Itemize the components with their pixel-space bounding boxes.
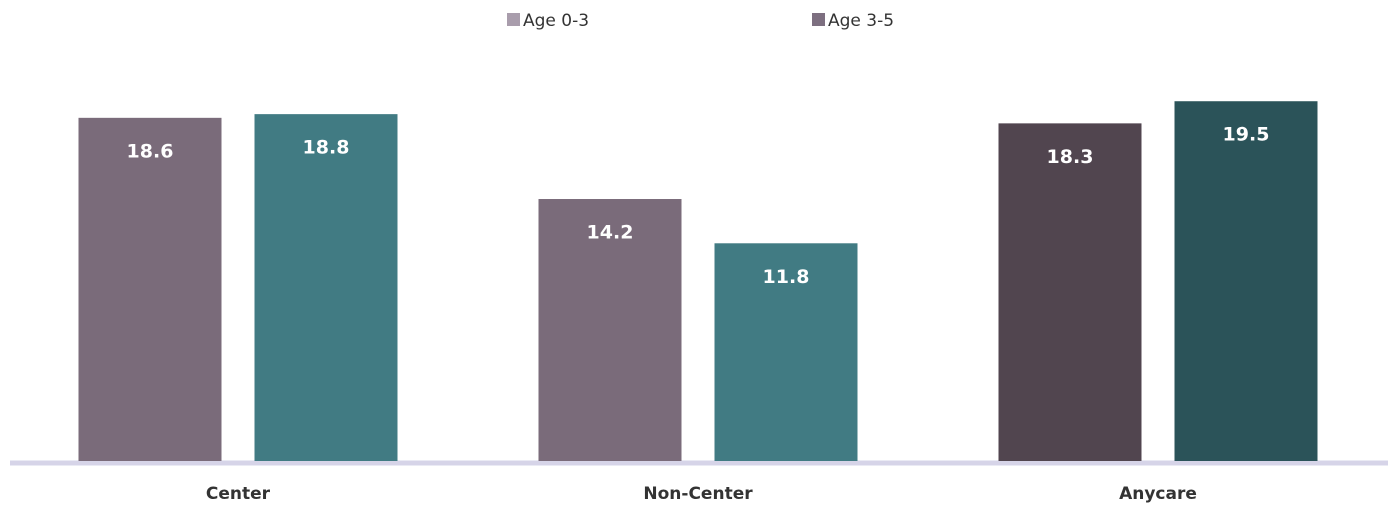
value-label: 19.5	[1223, 124, 1270, 146]
value-label: 18.6	[127, 140, 174, 162]
x-tick-label: Non-Center	[643, 484, 753, 504]
bar	[78, 117, 222, 461]
legend-swatch	[812, 13, 825, 26]
value-label: 18.8	[303, 137, 350, 159]
x-tick-label: Anycare	[1119, 484, 1197, 504]
bar	[254, 114, 398, 461]
value-label: 18.3	[1047, 146, 1094, 168]
value-label: 14.2	[587, 222, 634, 244]
bar	[1174, 101, 1318, 461]
legend-swatch	[507, 13, 520, 26]
legend-label: Age 3-5	[828, 11, 894, 31]
bar	[998, 123, 1142, 462]
value-label: 11.8	[763, 266, 810, 288]
legend-label: Age 0-3	[523, 11, 589, 31]
x-tick-label: Center	[206, 484, 271, 504]
bar	[538, 199, 682, 461]
bar	[714, 243, 858, 461]
